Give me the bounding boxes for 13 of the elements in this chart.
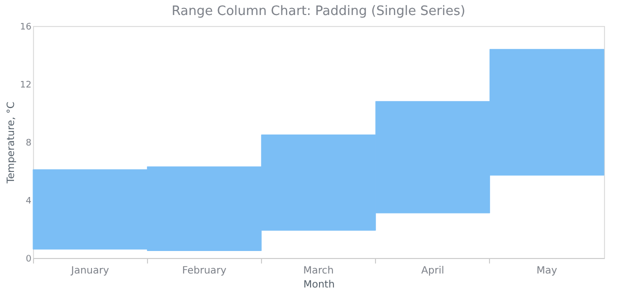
- x-tick-label: March: [303, 266, 334, 276]
- x-tick-label: May: [536, 266, 558, 276]
- x-tick-label: April: [421, 266, 444, 276]
- x-tick-label: January: [70, 266, 110, 276]
- y-tick-label: 12: [20, 80, 32, 90]
- y-tick-label: 8: [26, 138, 32, 148]
- x-tick-label: February: [182, 266, 227, 276]
- y-tick-label: 0: [26, 254, 32, 264]
- chart-title: Range Column Chart: Padding (Single Series): [172, 4, 466, 19]
- y-tick-label: 4: [26, 196, 32, 206]
- y-tick-label: 16: [20, 22, 32, 32]
- y-axis-title: Temperature, °C: [6, 102, 18, 184]
- x-axis-title: Month: [303, 280, 335, 290]
